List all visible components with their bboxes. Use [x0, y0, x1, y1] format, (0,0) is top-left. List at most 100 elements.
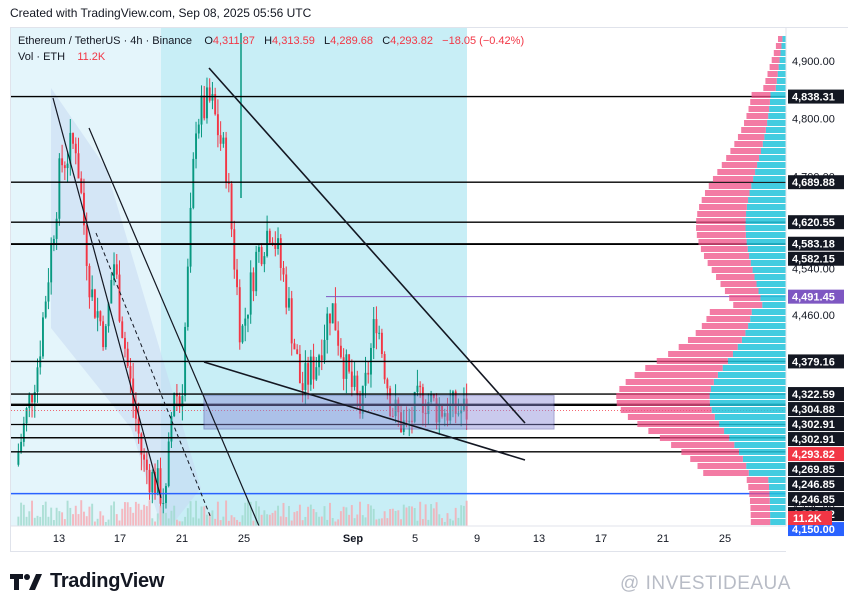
profile-down-bar [763, 85, 776, 91]
level-label-bg[interactable] [788, 492, 844, 507]
tradingview-logo[interactable]: TradingView [10, 570, 164, 593]
candle-body [339, 345, 342, 358]
level-label-bg[interactable] [788, 432, 844, 447]
candle-body [372, 319, 375, 348]
level-label-bg[interactable] [788, 354, 844, 369]
candle-body [427, 401, 430, 415]
volume-bar [413, 507, 416, 526]
volume-bar [132, 512, 135, 526]
volume-bar [17, 516, 20, 526]
volume-axis-label[interactable]: 11.2K [793, 513, 822, 525]
volume-bar [441, 518, 443, 526]
time-tick-label[interactable]: 17 [595, 533, 607, 545]
level-label-bg[interactable] [788, 417, 844, 432]
level-label-bg[interactable] [788, 387, 844, 402]
level-label[interactable]: 4,293.82 [792, 449, 835, 461]
profile-down-bar [697, 211, 747, 217]
time-tick-label[interactable]: 5 [412, 533, 418, 545]
profile-up-bar [778, 64, 786, 70]
symbol-title[interactable]: Ethereum / TetherUS · 4h · Binance [18, 35, 193, 47]
level-label-bg[interactable] [788, 289, 844, 304]
profile-up-bar [746, 211, 786, 217]
time-tick-label[interactable]: 25 [238, 533, 250, 545]
candle-body [454, 391, 457, 414]
volume-bar [268, 514, 271, 526]
level-label[interactable]: 4,583.18 [792, 239, 835, 251]
profile-down-bar [765, 78, 777, 84]
volume-profile [616, 36, 786, 525]
volume-bar [156, 513, 159, 526]
candle-body [446, 413, 449, 421]
profile-up-bar [768, 113, 786, 119]
level-label-bg[interactable] [788, 447, 844, 462]
volume-bar [74, 505, 77, 526]
level-label-bg[interactable] [788, 522, 844, 537]
candle-body [151, 471, 154, 493]
volume-bar [279, 516, 282, 526]
time-tick-label[interactable]: 17 [114, 533, 126, 545]
level-label[interactable]: 4,302.91 [792, 419, 835, 431]
candle-body [416, 385, 419, 392]
level-label-bg[interactable] [788, 251, 844, 266]
profile-up-bar [713, 379, 786, 385]
time-axis[interactable]: 13 17 21 25 Sep 5 9 13 17 21 25 [11, 525, 786, 545]
candle-body [257, 246, 260, 252]
profile-up-bar [750, 316, 786, 322]
level-label[interactable]: 4,620.55 [792, 217, 835, 229]
level-label[interactable]: 4,689.88 [792, 177, 835, 189]
level-label[interactable]: 4,302.91 [792, 434, 835, 446]
level-label-bg[interactable] [788, 402, 844, 417]
price-axis[interactable]: 4,900.004,800.004,700.004,540.004,460.00… [785, 28, 849, 553]
level-label-bg[interactable] [788, 215, 844, 230]
level-label[interactable]: 4,838.31 [792, 92, 835, 104]
level-label-bg[interactable] [788, 89, 844, 104]
channel-right-line[interactable] [88, 127, 260, 527]
level-label[interactable]: 4,150.00 [792, 524, 835, 536]
profile-down-bar [637, 421, 720, 427]
volume-title[interactable]: Vol · ETH [18, 51, 66, 63]
candle-body [96, 311, 99, 318]
level-label[interactable]: 4,304.88 [792, 404, 835, 416]
candle-body [337, 330, 340, 346]
level-label[interactable]: 4,582.15 [792, 254, 835, 266]
time-tick-label[interactable]: 13 [53, 533, 65, 545]
level-label[interactable]: 4,246.85 [792, 479, 835, 491]
volume-label-bg[interactable] [788, 511, 832, 525]
volume-bar [36, 515, 39, 526]
candle-body [301, 383, 304, 391]
candle-body [181, 395, 184, 407]
volume-bar [282, 502, 285, 526]
level-label[interactable]: 4,322.59 [792, 389, 835, 401]
candle-body [342, 357, 345, 379]
channel-left-line[interactable] [52, 97, 162, 499]
time-tick-label[interactable]: 21 [657, 533, 669, 545]
falling-wedge-upper[interactable] [208, 67, 526, 424]
profile-down-bar [712, 176, 754, 182]
profile-down-bar [616, 400, 710, 406]
candle-body [255, 251, 258, 292]
time-tick-label[interactable]: 13 [533, 533, 545, 545]
level-label[interactable]: 4,269.85 [792, 464, 835, 476]
chart-canvas[interactable]: 4,900.004,800.004,700.004,540.004,460.00… [11, 28, 849, 553]
time-tick-label[interactable]: 21 [176, 533, 188, 545]
candle-body [391, 416, 394, 418]
time-tick-label[interactable]: 9 [474, 533, 480, 545]
time-tick-label[interactable]: 25 [719, 533, 731, 545]
channel-mid-line[interactable] [95, 232, 212, 519]
candle-body [274, 244, 277, 249]
volume-bar [386, 518, 389, 526]
profile-up-bar [776, 78, 786, 84]
level-label[interactable]: 4,379.16 [792, 356, 835, 368]
level-label-bg[interactable] [788, 477, 844, 492]
level-label[interactable]: 4,491.45 [792, 292, 835, 304]
profile-up-bar [782, 36, 786, 42]
level-label-bg[interactable] [788, 462, 844, 477]
range-box[interactable] [203, 395, 555, 430]
time-tick-label[interactable]: Sep [343, 533, 363, 545]
falling-wedge-lower[interactable] [203, 361, 526, 461]
level-label-bg[interactable] [788, 175, 844, 190]
candle-body [233, 229, 236, 270]
chart-frame[interactable]: 4,900.004,800.004,700.004,540.004,460.00… [10, 27, 849, 553]
level-label[interactable]: 4,246.85 [792, 494, 835, 506]
level-label-bg[interactable] [788, 236, 844, 251]
